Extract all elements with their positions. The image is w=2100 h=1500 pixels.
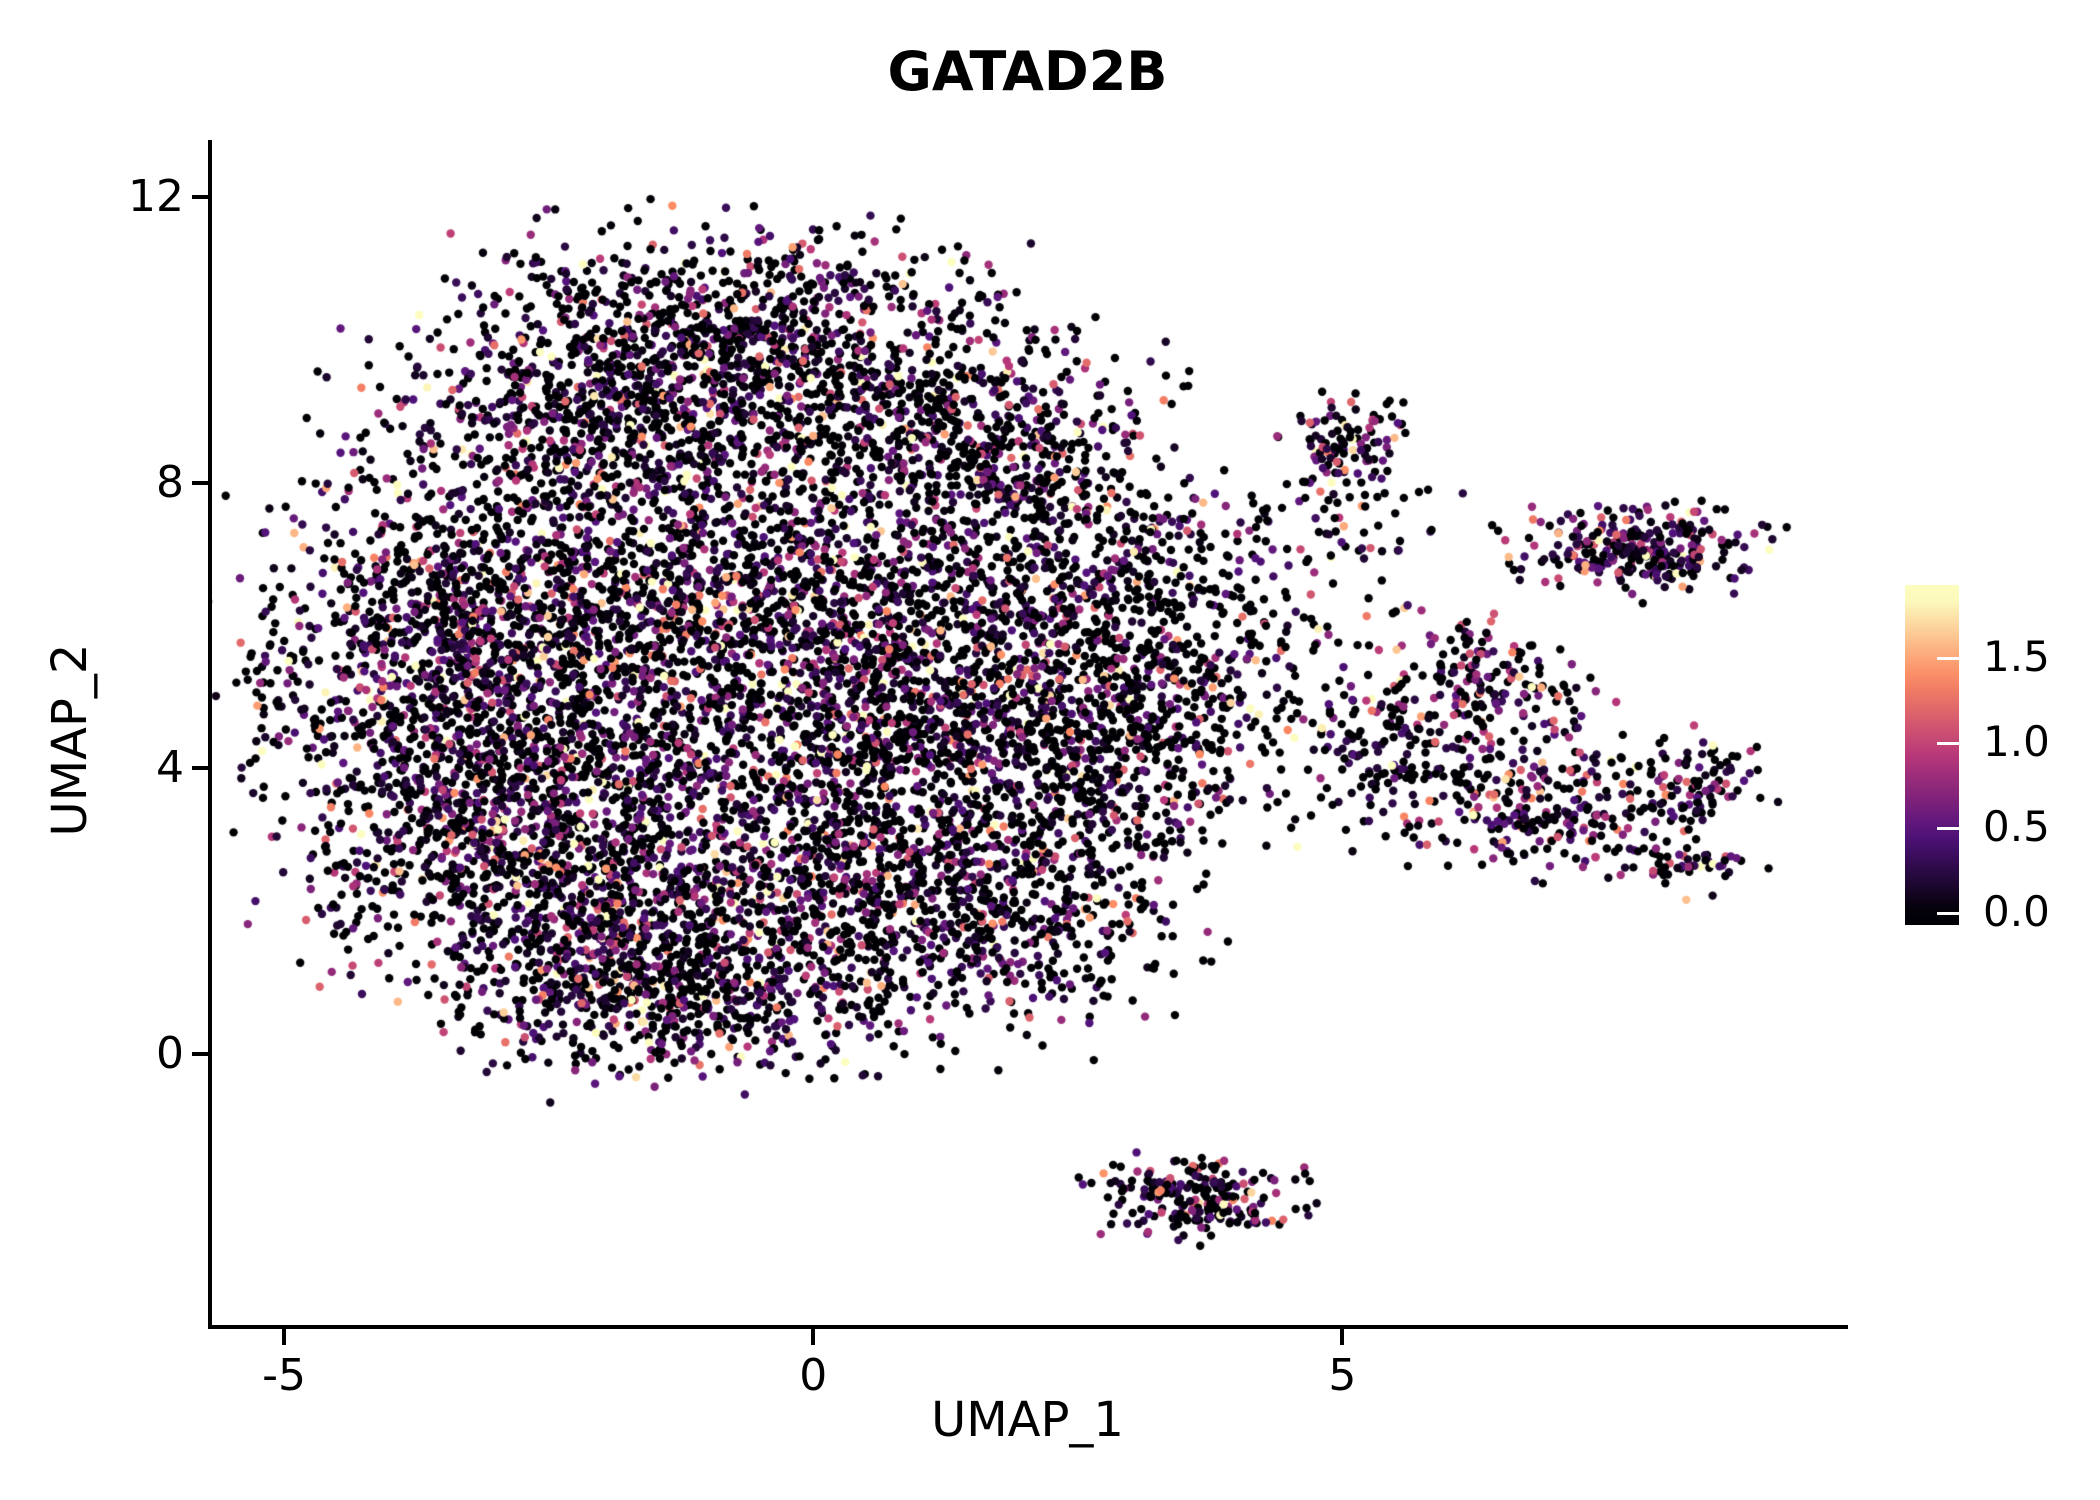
y-tick-mark [192, 480, 208, 485]
y-axis-line [208, 140, 212, 1329]
colorbar-tick-mark [1937, 741, 1959, 745]
x-axis-label: UMAP_1 [931, 1392, 1124, 1448]
y-tick-label: 12 [128, 171, 184, 223]
y-tick-mark [192, 1051, 208, 1056]
x-tick-mark [282, 1329, 287, 1345]
plot-title: GATAD2B [887, 40, 1168, 103]
colorbar-tick-mark [1937, 656, 1959, 660]
colorbar-tick-label: 0.0 [1983, 887, 2050, 937]
y-tick-mark [192, 195, 208, 200]
x-tick-label: 5 [1328, 1350, 1357, 1401]
colorbar-tick-label: 1.5 [1983, 632, 2050, 682]
y-tick-label: 4 [156, 742, 184, 794]
y-axis-label: UMAP_2 [42, 643, 98, 837]
x-axis-line [208, 1325, 1848, 1329]
colorbar-tick-mark [1937, 826, 1959, 830]
colorbar-tick-label: 1.0 [1983, 717, 2050, 767]
y-tick-label: 8 [156, 456, 184, 508]
y-tick-label: 0 [156, 1027, 184, 1079]
x-tick-mark [811, 1329, 816, 1345]
x-tick-mark [1340, 1329, 1345, 1345]
y-tick-mark [192, 766, 208, 771]
x-tick-label: 0 [799, 1350, 828, 1401]
colorbar [1905, 585, 1959, 925]
x-tick-label: -5 [262, 1350, 306, 1401]
colorbar-tick-mark [1937, 911, 1959, 915]
scatter-points-canvas [210, 140, 1845, 1325]
colorbar-tick-label: 0.5 [1983, 802, 2050, 852]
